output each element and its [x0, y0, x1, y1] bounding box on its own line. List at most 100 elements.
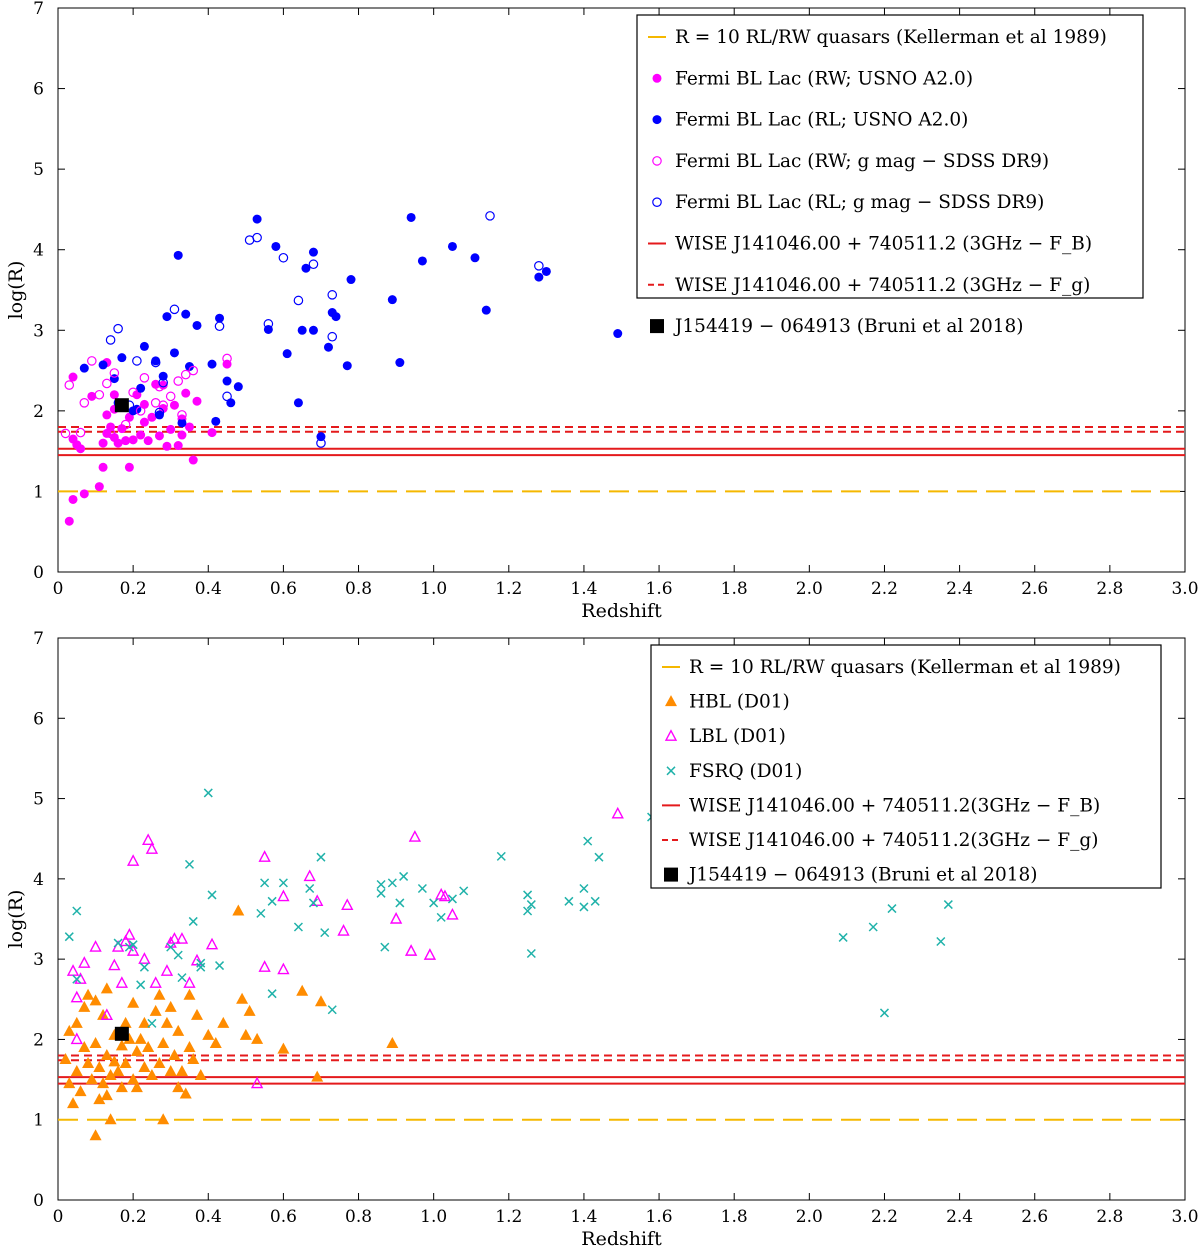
- data-point: [135, 406, 146, 416]
- data-point: [346, 275, 356, 285]
- data-point: [67, 1097, 80, 1109]
- data-point: [158, 400, 168, 411]
- x-tick-label: 3.0: [1171, 1207, 1198, 1227]
- y-tick-label: 7: [33, 0, 44, 19]
- data-point: [82, 1057, 95, 1069]
- data-point: [102, 410, 112, 420]
- data-point: [157, 1113, 170, 1125]
- data-point: [387, 295, 397, 305]
- data-point: [327, 331, 338, 342]
- x-tick-label: 0.2: [120, 1207, 147, 1227]
- data-point: [115, 1039, 128, 1051]
- data-point: [395, 358, 405, 368]
- data-point: [98, 438, 108, 448]
- data-point: [590, 896, 600, 906]
- data-point: [184, 422, 194, 432]
- data-point: [105, 428, 116, 439]
- data-point: [188, 365, 199, 376]
- data-point: [164, 1000, 177, 1012]
- data-point: [173, 376, 184, 386]
- data-point: [173, 441, 183, 451]
- data-point: [124, 462, 134, 472]
- data-point: [100, 982, 113, 994]
- data-point: [267, 989, 277, 999]
- data-point: [128, 387, 138, 398]
- data-point: [59, 1053, 72, 1064]
- data-point: [177, 410, 187, 420]
- data-point: [94, 482, 104, 492]
- x-tick-label: 1.6: [646, 579, 673, 599]
- data-point: [74, 1085, 87, 1097]
- data-point: [305, 883, 315, 894]
- y-axis-title: log(R): [5, 890, 27, 949]
- y-tick-label: 7: [33, 629, 44, 649]
- y-tick-label: 0: [33, 563, 44, 583]
- data-point: [423, 948, 437, 960]
- data-point: [436, 912, 446, 922]
- data-point: [175, 932, 189, 944]
- data-point: [184, 362, 194, 372]
- x-tick-label: 0.6: [270, 1207, 297, 1227]
- data-point: [166, 424, 176, 434]
- y-axis-title: log(R): [5, 261, 27, 320]
- data-point: [222, 353, 232, 364]
- x-tick-label: 1.8: [721, 1207, 748, 1227]
- data-point: [293, 398, 303, 408]
- data-point: [541, 266, 551, 276]
- data-point: [119, 934, 132, 947]
- data-point: [429, 898, 439, 908]
- data-point: [190, 953, 204, 966]
- data-point: [594, 852, 604, 862]
- legend-label: WISE J141046.00 + 740511.2 (3GHz − F_B): [675, 234, 1092, 255]
- data-point: [308, 325, 318, 335]
- data-point: [879, 1008, 889, 1018]
- data-point: [936, 936, 946, 947]
- data-point: [438, 889, 452, 902]
- x-tick-label: 1.0: [420, 579, 447, 599]
- x-tick-label: 1.6: [646, 1207, 673, 1227]
- data-point: [93, 1093, 106, 1105]
- data-point: [376, 888, 386, 898]
- data-point: [147, 1018, 157, 1028]
- data-point: [252, 232, 262, 243]
- x-tick-label: 1.4: [570, 579, 597, 599]
- data-point: [233, 382, 243, 392]
- y-tick-label: 0: [33, 1191, 44, 1211]
- data-point: [157, 1036, 170, 1048]
- legend-marker-swatch: [652, 73, 662, 83]
- data-point: [78, 1040, 91, 1052]
- data-point: [109, 368, 120, 378]
- data-point: [207, 428, 217, 438]
- data-point: [196, 958, 206, 968]
- data-point: [139, 962, 149, 972]
- data-point: [127, 1073, 140, 1085]
- y-tick-label: 5: [33, 790, 44, 810]
- x-tick-label: 0.4: [195, 579, 222, 599]
- data-point: [70, 1065, 83, 1077]
- data-point: [222, 391, 232, 402]
- data-point: [459, 886, 469, 896]
- data-point: [183, 1040, 196, 1052]
- legend-marker-swatch: [652, 197, 662, 207]
- data-point: [70, 1032, 83, 1045]
- data-point: [173, 950, 183, 960]
- data-point: [308, 247, 318, 257]
- data-point: [78, 956, 91, 968]
- data-point: [406, 212, 416, 222]
- data-point: [70, 990, 83, 1003]
- data-point: [579, 902, 589, 912]
- data-point: [79, 397, 90, 408]
- data-point: [150, 357, 161, 368]
- x-tick-label: 2.0: [796, 579, 823, 599]
- legend-label: Fermi BL Lac (RW; g mag − SDSS DR9): [675, 151, 1049, 172]
- data-point: [104, 1069, 117, 1081]
- legend-box: [636, 14, 1144, 299]
- data-point: [153, 1057, 166, 1069]
- data-point: [252, 214, 262, 224]
- data-point: [113, 438, 123, 448]
- y-tick-label: 4: [33, 241, 44, 261]
- data-point: [63, 1024, 76, 1036]
- data-point: [113, 938, 123, 948]
- data-point: [128, 435, 138, 445]
- legend-label: WISE J141046.00 + 740511.2(3GHz − F_B): [689, 795, 1100, 816]
